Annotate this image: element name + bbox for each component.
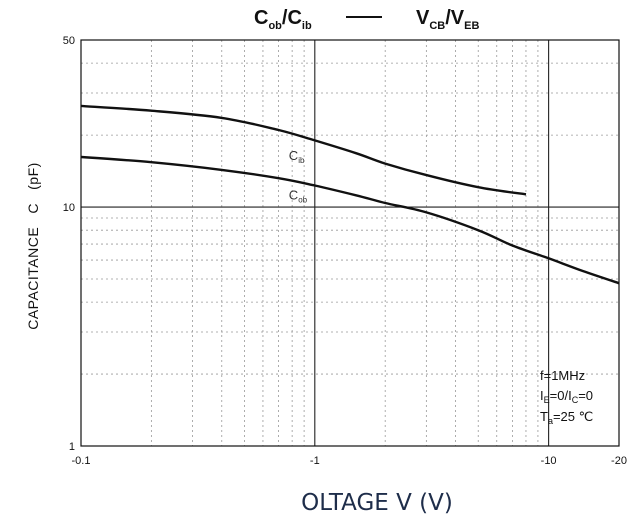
- x-tick-label: -20: [611, 455, 627, 467]
- x-tick-label: -0.1: [72, 455, 91, 467]
- title-right-sub: CB: [429, 20, 445, 32]
- annotation-frequency: f=1MHz: [540, 368, 585, 383]
- x-axis-label: OLTAGE V (V): [301, 490, 453, 516]
- y-tick-label: 10: [63, 202, 75, 214]
- x-tick-label: -10: [541, 455, 557, 467]
- series-line-ib: [80, 104, 527, 196]
- chart-title-left: Cob/Cib: [254, 7, 312, 32]
- title-right-slash: /V: [445, 7, 465, 29]
- series-label-ib: Cib: [289, 148, 305, 165]
- y-tick-label: 1: [69, 441, 75, 453]
- series-line-ob: [80, 155, 620, 285]
- title-right-main: V: [416, 7, 430, 29]
- title-left-slash: /C: [282, 7, 302, 29]
- y-tick-label: 50: [63, 35, 75, 47]
- chart-title-right: VCB/VEB: [416, 7, 479, 32]
- title-left-sub: ob: [268, 20, 282, 32]
- y-axis-label: CAPACITANCE C (pF): [25, 162, 41, 330]
- x-tick-label: -1: [310, 455, 320, 467]
- annotation-temperature: Ta=25 ℃: [540, 409, 593, 426]
- tick-labels: -0.1 -1 -10 -20 1 10 50: [63, 35, 627, 467]
- series-group: Cib Cob: [80, 104, 620, 285]
- title-left-sub2: ib: [302, 20, 312, 32]
- conditions-annotation: f=1MHz IE=0/IC=0 Ta=25 ℃: [540, 368, 593, 426]
- annotation-currents: IE=0/IC=0: [540, 388, 593, 405]
- grid-lines: [81, 40, 619, 446]
- title-right-sub2: EB: [464, 20, 479, 32]
- plot-frame: [80, 39, 620, 447]
- series-label-ob: Cob: [289, 187, 308, 204]
- title-left-main: C: [254, 7, 268, 29]
